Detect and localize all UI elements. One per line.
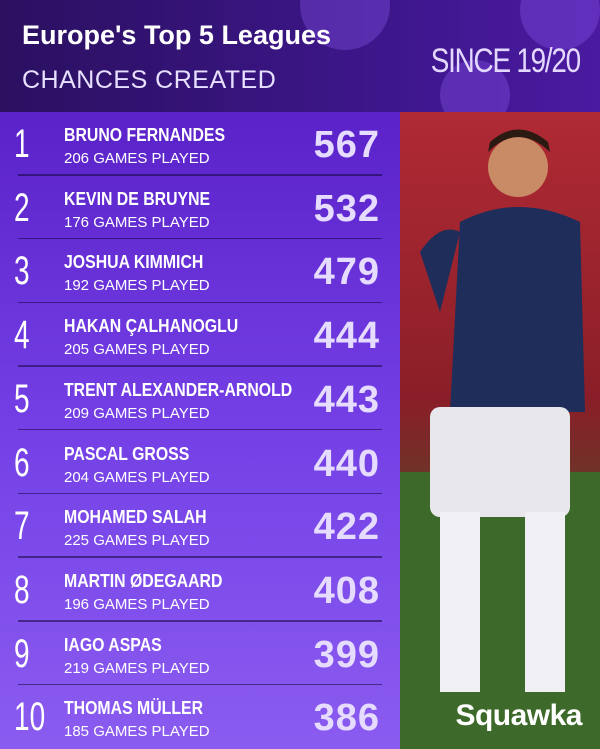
games-played: 225 GAMES PLAYED bbox=[64, 532, 210, 550]
brand-logo: Squawka bbox=[455, 699, 582, 732]
since-label: SINCE 19/20 bbox=[430, 42, 581, 80]
chances-value: 479 bbox=[313, 251, 380, 294]
player-name: MARTIN ØDEGAARD bbox=[64, 570, 223, 591]
shirt bbox=[450, 207, 585, 412]
games-played: 205 GAMES PLAYED bbox=[64, 341, 210, 359]
chances-value: 399 bbox=[313, 633, 380, 676]
rank: 3 bbox=[14, 249, 30, 294]
chances-value: 440 bbox=[313, 442, 380, 485]
ranking-row: 2 KEVIN DE BRUYNE 176 GAMES PLAYED 532 bbox=[0, 176, 400, 240]
ranking-row: 10 THOMAS MÜLLER 185 GAMES PLAYED 386 bbox=[0, 685, 400, 749]
separator bbox=[18, 174, 382, 176]
hair bbox=[488, 129, 550, 152]
player-name: HAKAN ÇALHANOGLU bbox=[64, 316, 239, 337]
chances-value: 386 bbox=[313, 697, 380, 740]
chances-value: 422 bbox=[313, 506, 380, 549]
chances-value: 567 bbox=[313, 124, 380, 166]
ranking-row: 9 IAGO ASPAS 219 GAMES PLAYED 399 bbox=[0, 622, 400, 686]
games-played: 192 GAMES PLAYED bbox=[64, 277, 210, 295]
chances-value: 444 bbox=[313, 315, 380, 358]
ranking-row: 8 MARTIN ØDEGAARD 196 GAMES PLAYED 408 bbox=[0, 558, 400, 622]
rank: 7 bbox=[14, 504, 30, 549]
decoration bbox=[440, 60, 510, 112]
rank: 8 bbox=[14, 567, 30, 612]
games-played: 176 GAMES PLAYED bbox=[64, 213, 210, 231]
player-name: BRUNO FERNANDES bbox=[64, 125, 226, 145]
ranking-row: 3 JOSHUA KIMMICH 192 GAMES PLAYED 479 bbox=[0, 239, 400, 304]
chances-value: 532 bbox=[313, 187, 380, 230]
shorts bbox=[430, 407, 570, 517]
separator bbox=[18, 237, 382, 240]
games-played: 219 GAMES PLAYED bbox=[64, 659, 210, 677]
player-photo: Squawka bbox=[400, 112, 600, 749]
player-name: PASCAL GROSS bbox=[64, 443, 190, 464]
player-name: THOMAS MÜLLER bbox=[64, 698, 204, 719]
head bbox=[488, 137, 548, 197]
rank: 1 bbox=[14, 122, 30, 166]
player-name: JOSHUA KIMMICH bbox=[64, 252, 204, 273]
ranking-row: 1 BRUNO FERNANDES 206 GAMES PLAYED 567 bbox=[0, 112, 400, 176]
games-played: 196 GAMES PLAYED bbox=[64, 595, 210, 613]
games-played: 209 GAMES PLAYED bbox=[64, 404, 210, 422]
chances-value: 408 bbox=[313, 569, 380, 612]
rank: 2 bbox=[14, 185, 30, 230]
separator bbox=[18, 428, 382, 431]
games-played: 185 GAMES PLAYED bbox=[64, 723, 210, 741]
separator bbox=[18, 365, 382, 367]
rank: 6 bbox=[14, 440, 30, 485]
arm bbox=[420, 229, 460, 312]
player-name: KEVIN DE BRUYNE bbox=[64, 188, 211, 209]
rank: 10 bbox=[14, 695, 46, 740]
separator bbox=[18, 492, 382, 495]
rank: 9 bbox=[14, 631, 30, 676]
separator bbox=[18, 301, 382, 304]
separator bbox=[18, 683, 382, 686]
pitch bbox=[400, 472, 600, 749]
ranking-row: 5 TRENT ALEXANDER-ARNOLD 209 GAMES PLAYED 4… bbox=[0, 367, 400, 431]
leg bbox=[440, 512, 480, 692]
player-name: MOHAMED SALAH bbox=[64, 507, 207, 528]
chances-value: 443 bbox=[313, 378, 380, 421]
subtitle: CHANCES CREATED bbox=[22, 66, 277, 94]
ranking-list: 1 BRUNO FERNANDES 206 GAMES PLAYED 567 2 KEVI… bbox=[0, 112, 400, 749]
title: Europe's Top 5 Leagues bbox=[22, 20, 331, 50]
ranking-row: 7 MOHAMED SALAH 225 GAMES PLAYED 422 bbox=[0, 494, 400, 558]
rank: 4 bbox=[14, 313, 30, 358]
games-played: 206 GAMES PLAYED bbox=[64, 150, 210, 167]
leg bbox=[525, 512, 565, 692]
ranking-row: 4 HAKAN ÇALHANOGLU 205 GAMES PLAYED 444 bbox=[0, 303, 400, 367]
ranking-row: 6 PASCAL GROSS 204 GAMES PLAYED 440 bbox=[0, 431, 400, 495]
games-played: 204 GAMES PLAYED bbox=[64, 468, 210, 486]
separator bbox=[18, 556, 382, 558]
player-name: IAGO ASPAS bbox=[64, 634, 162, 655]
rank: 5 bbox=[14, 376, 30, 421]
player-illustration bbox=[400, 129, 600, 749]
player-name: TRENT ALEXANDER-ARNOLD bbox=[64, 379, 293, 400]
header: Europe's Top 5 Leagues CHANCES CREATED S… bbox=[0, 0, 600, 112]
separator bbox=[18, 620, 382, 622]
